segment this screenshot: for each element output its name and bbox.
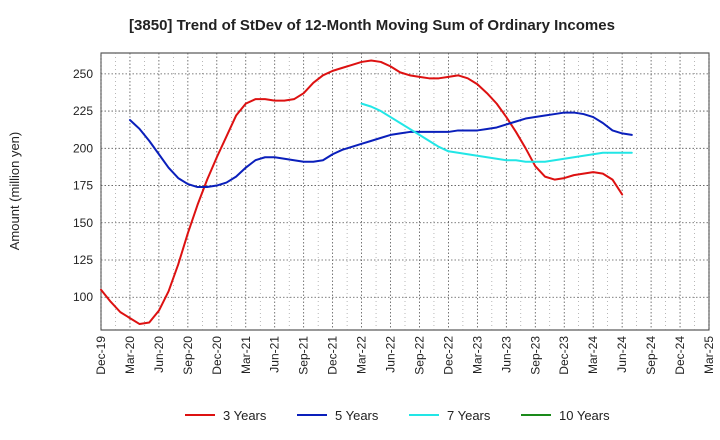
legend-label: 5 Years <box>335 408 379 423</box>
x-tick-label: Dec-20 <box>210 336 224 375</box>
series-line-7-years <box>360 102 633 163</box>
legend: 3 Years 5 Years 7 Years 10 Years <box>185 408 610 423</box>
y-tick-label: 225 <box>73 104 93 118</box>
series-line-3-years <box>100 59 624 326</box>
x-tick-label: Jun-24 <box>615 336 629 373</box>
x-tick-label: Sep-23 <box>528 336 542 375</box>
x-tick-label: Dec-21 <box>326 336 340 375</box>
legend-label: 7 Years <box>447 408 491 423</box>
x-tick-label: Dec-22 <box>441 336 455 375</box>
series-lines <box>100 59 633 326</box>
legend-item-7-years: 7 Years <box>409 408 491 423</box>
x-tick-label: Jun-20 <box>152 336 166 373</box>
x-tick-label: Jun-23 <box>499 336 513 373</box>
x-tick-label: Jun-21 <box>268 336 282 373</box>
x-tick-label: Dec-19 <box>94 336 108 375</box>
y-tick-label: 150 <box>73 216 93 230</box>
legend-label: 10 Years <box>559 408 610 423</box>
y-tick-label: 175 <box>73 179 93 193</box>
chart-title: [3850] Trend of StDev of 12-Month Moving… <box>129 17 615 34</box>
y-axis-ticks: 100 125 150 175 200 225 250 <box>73 67 93 304</box>
y-axis-label: Amount (million yen) <box>7 132 22 251</box>
x-tick-label: Dec-23 <box>557 336 571 375</box>
y-tick-label: 100 <box>73 290 93 304</box>
x-axis-ticks: Dec-19 Mar-20 Jun-20 Sep-20 Dec-20 Mar-21 Jun-… <box>94 336 716 375</box>
x-tick-label: Sep-21 <box>297 336 311 375</box>
x-tick-label: Sep-22 <box>412 336 426 375</box>
series-line-5-years <box>128 111 633 189</box>
legend-item-10-years: 10 Years <box>521 408 610 423</box>
x-tick-label: Jun-22 <box>384 336 398 373</box>
x-tick-label: Mar-21 <box>239 336 253 374</box>
x-tick-label: Mar-23 <box>470 336 484 374</box>
x-tick-label: Sep-24 <box>644 336 658 375</box>
x-tick-label: Mar-20 <box>123 336 137 374</box>
legend-label: 3 Years <box>223 408 267 423</box>
legend-item-5-years: 5 Years <box>297 408 379 423</box>
x-tick-label: Mar-22 <box>355 336 369 374</box>
y-tick-label: 250 <box>73 67 93 81</box>
plot-area <box>100 52 710 331</box>
x-tick-label: Mar-24 <box>586 336 600 374</box>
x-tick-label: Mar-25 <box>702 336 716 374</box>
x-tick-label: Dec-24 <box>673 336 687 375</box>
y-tick-label: 125 <box>73 253 93 267</box>
x-tick-label: Sep-20 <box>181 336 195 375</box>
legend-item-3-years: 3 Years <box>185 408 267 423</box>
y-tick-label: 200 <box>73 141 93 155</box>
grid-lines <box>100 53 710 330</box>
